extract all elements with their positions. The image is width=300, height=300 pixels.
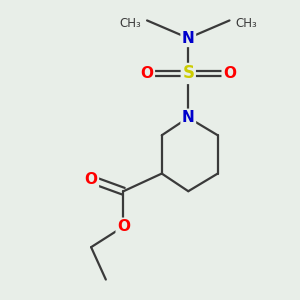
- Text: O: O: [85, 172, 98, 187]
- Text: O: O: [141, 66, 154, 81]
- Text: N: N: [182, 31, 195, 46]
- Text: N: N: [182, 110, 195, 125]
- Text: O: O: [223, 66, 236, 81]
- Text: O: O: [117, 219, 130, 234]
- Text: S: S: [182, 64, 194, 82]
- Text: CH₃: CH₃: [119, 17, 141, 30]
- Text: CH₃: CH₃: [236, 17, 257, 30]
